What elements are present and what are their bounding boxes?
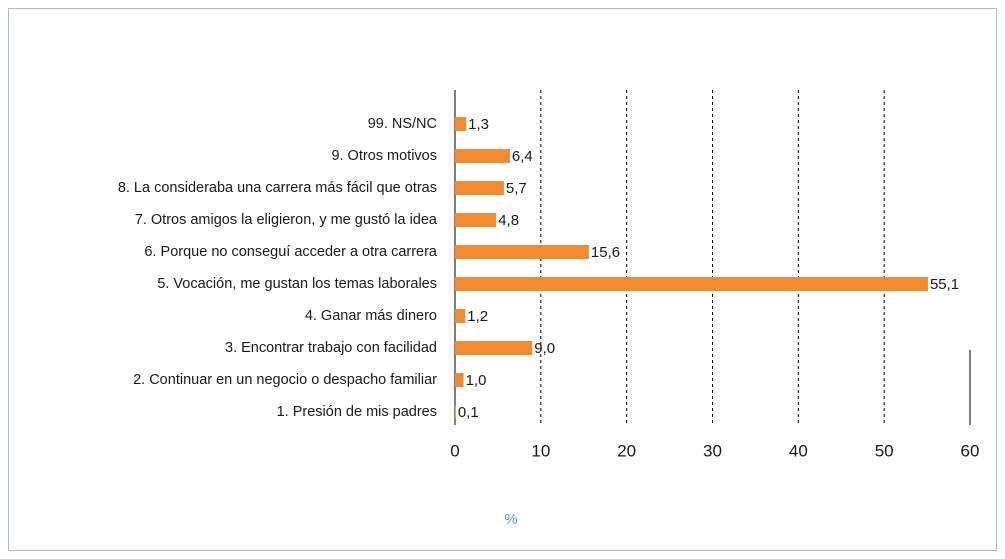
data-label: 6,4 bbox=[512, 148, 533, 165]
y-tick-label: 2. Continuar en un negocio o despacho fa… bbox=[133, 372, 437, 388]
x-tick-label: 10 bbox=[531, 441, 550, 460]
data-label: 1,3 bbox=[468, 116, 489, 133]
data-label: 15,6 bbox=[591, 244, 620, 261]
y-tick-label: 9. Otros motivos bbox=[331, 148, 437, 164]
bar bbox=[455, 181, 504, 195]
y-tick-label: 7. Otros amigos la eligieron, y me gustó… bbox=[135, 212, 438, 228]
bar bbox=[455, 341, 533, 355]
data-label: 5,7 bbox=[506, 180, 527, 197]
data-label: 9,0 bbox=[534, 340, 555, 357]
bar bbox=[455, 277, 928, 291]
bar bbox=[455, 245, 589, 259]
x-tick-label: 40 bbox=[789, 441, 808, 460]
data-label: 4,8 bbox=[498, 212, 519, 229]
y-tick-label: 1. Presión de mis padres bbox=[277, 404, 437, 420]
y-tick-label: 8. La consideraba una carrera más fácil … bbox=[118, 180, 437, 196]
x-tick-label: 0 bbox=[450, 441, 459, 460]
x-tick-label: 60 bbox=[961, 441, 980, 460]
y-tick-label: 5. Vocación, me gustan los temas laboral… bbox=[157, 276, 437, 292]
y-tick-label: 99. NS/NC bbox=[368, 116, 437, 132]
bar bbox=[455, 149, 510, 163]
y-tick-label: 3. Encontrar trabajo con facilidad bbox=[225, 340, 437, 356]
bar bbox=[455, 309, 466, 323]
bar bbox=[455, 213, 497, 227]
data-label: 1,2 bbox=[467, 308, 488, 325]
x-tick-label: 30 bbox=[703, 441, 722, 460]
bar bbox=[455, 373, 464, 387]
data-label: 55,1 bbox=[930, 276, 959, 293]
y-tick-label: 4. Ganar más dinero bbox=[305, 308, 437, 324]
bar bbox=[455, 405, 456, 419]
x-tick-label: 50 bbox=[875, 441, 894, 460]
data-label: 1,0 bbox=[466, 372, 487, 389]
chart-frame bbox=[8, 8, 997, 551]
x-axis-label: % bbox=[504, 511, 517, 528]
data-label: 0,1 bbox=[458, 404, 479, 421]
y-tick-label: 6. Porque no conseguí acceder a otra car… bbox=[144, 244, 438, 260]
x-tick-label: 20 bbox=[617, 441, 636, 460]
bar bbox=[455, 117, 467, 131]
